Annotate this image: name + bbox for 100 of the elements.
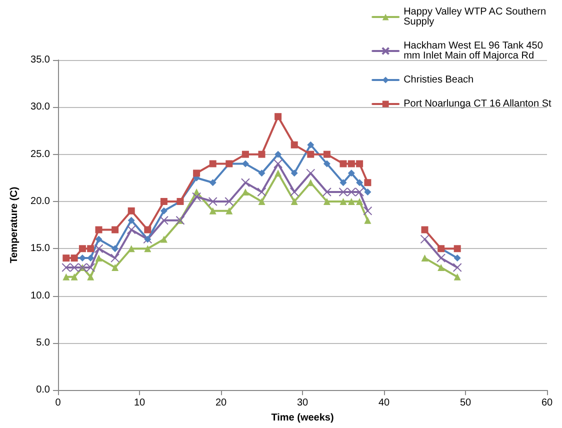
point xyxy=(112,226,119,234)
point xyxy=(209,179,216,186)
point xyxy=(224,196,234,206)
point xyxy=(421,254,428,262)
point xyxy=(242,188,249,196)
point xyxy=(307,141,314,148)
point xyxy=(62,273,70,280)
point xyxy=(257,188,266,197)
point xyxy=(242,160,249,168)
point xyxy=(290,141,298,148)
point xyxy=(307,150,314,158)
point xyxy=(340,160,347,168)
point xyxy=(290,198,298,205)
point xyxy=(86,262,96,272)
x-tick-label: 50 xyxy=(460,398,472,409)
y-tick-label: 35.0 xyxy=(30,54,50,66)
point xyxy=(226,207,233,214)
point xyxy=(87,254,94,262)
y-tick-label: 15.0 xyxy=(30,243,50,254)
y-tick-label: 5.0 xyxy=(36,337,50,348)
point xyxy=(70,273,78,280)
y-axis-title: Temperature (C) xyxy=(9,186,20,264)
point xyxy=(323,160,330,168)
point xyxy=(307,179,314,186)
point xyxy=(144,245,152,252)
x-tick-label: 10 xyxy=(134,398,146,409)
point xyxy=(208,196,218,206)
point xyxy=(112,245,119,252)
x-tick-label: 30 xyxy=(296,398,308,409)
point xyxy=(242,150,249,158)
y-tick-label: 0.0 xyxy=(36,384,50,396)
point xyxy=(160,236,168,243)
point xyxy=(78,245,86,252)
point xyxy=(322,188,332,197)
legend-label: Hackham West EL 96 Tank 450 mm Inlet Main off Majorca Rd xyxy=(404,40,546,62)
point xyxy=(356,160,364,168)
point xyxy=(290,188,299,197)
point xyxy=(128,207,135,214)
point xyxy=(348,198,355,205)
point xyxy=(258,150,266,158)
y-tick-label: 20.0 xyxy=(30,196,50,207)
point xyxy=(438,264,445,271)
point xyxy=(274,150,282,158)
point xyxy=(452,262,462,272)
point xyxy=(87,273,94,280)
point xyxy=(364,179,372,186)
point xyxy=(110,254,120,263)
point xyxy=(62,262,71,272)
point xyxy=(160,198,168,205)
legend-label: Christies Beach xyxy=(404,74,474,86)
point xyxy=(87,245,94,252)
x-axis-title: Time (weeks) xyxy=(271,412,334,424)
point xyxy=(258,170,266,177)
point xyxy=(95,236,102,243)
point xyxy=(436,254,446,263)
point xyxy=(355,188,364,197)
x-tick-label: 0 xyxy=(55,398,62,409)
x-tick-label: 20 xyxy=(215,398,227,409)
point xyxy=(364,216,372,224)
point xyxy=(160,207,168,214)
point xyxy=(323,198,330,205)
point xyxy=(454,245,461,252)
point xyxy=(340,198,347,205)
point xyxy=(274,170,282,177)
point xyxy=(193,170,200,177)
point xyxy=(454,254,461,262)
point xyxy=(159,216,168,225)
point xyxy=(348,170,355,177)
point xyxy=(209,160,216,168)
point xyxy=(240,178,250,188)
point xyxy=(95,254,102,262)
point xyxy=(274,113,282,120)
point xyxy=(290,170,298,177)
x-tick-label: 40 xyxy=(378,398,390,409)
point xyxy=(323,150,330,158)
point xyxy=(274,159,283,168)
point xyxy=(454,273,461,280)
point xyxy=(112,264,119,271)
point xyxy=(70,262,79,272)
point xyxy=(258,198,266,205)
point xyxy=(209,207,216,214)
point xyxy=(126,225,136,234)
point xyxy=(420,234,430,244)
point xyxy=(144,226,152,234)
point xyxy=(364,188,372,196)
point xyxy=(346,188,356,197)
legend-label: Port Noarlunga CT 16 Allanton St xyxy=(404,98,552,110)
x-tick-label: 60 xyxy=(541,398,553,409)
y-tick-label: 10.0 xyxy=(30,290,50,302)
point xyxy=(348,160,355,168)
y-tick-label: 30.0 xyxy=(30,102,50,113)
legend-label: Happy Valley WTP AC Southern Supply xyxy=(404,6,549,28)
point xyxy=(128,216,135,224)
point xyxy=(95,226,102,234)
point xyxy=(356,198,364,205)
point xyxy=(421,226,428,234)
point xyxy=(363,206,372,216)
point xyxy=(338,188,348,197)
point xyxy=(128,245,135,252)
point xyxy=(192,192,202,202)
